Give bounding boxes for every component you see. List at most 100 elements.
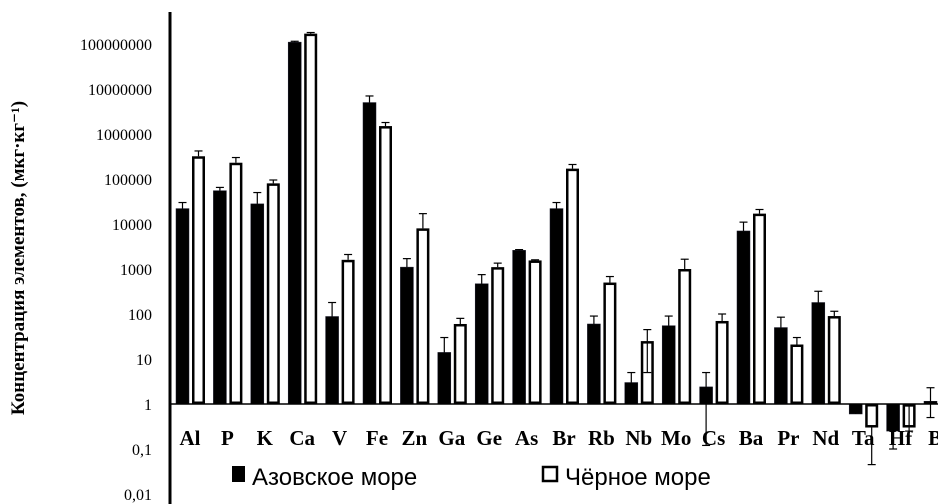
bar-azov-Ba	[736, 230, 751, 405]
x-tick-label: Bi	[928, 426, 938, 450]
bar-azov-As	[512, 250, 526, 405]
error-bar-black-sea-P	[231, 156, 240, 163]
error-bar-black-sea-Rb	[605, 275, 614, 283]
bar-black-sea-As	[528, 260, 542, 404]
x-tick-label: K	[257, 426, 274, 450]
error-bar-azov-Nb	[627, 371, 636, 383]
bar-black-sea-Ge	[491, 267, 505, 404]
y-tick-label: 1	[144, 397, 152, 414]
bar-azov-V	[325, 316, 339, 405]
x-tick-label: Mo	[661, 426, 691, 450]
x-tick-label: Zn	[402, 426, 428, 450]
x-tick-label: Ta	[852, 426, 875, 450]
bar-black-sea-Rb	[603, 282, 617, 405]
error-bar-azov-V	[328, 301, 337, 317]
x-tick-labels: Al PK Ca V Fe Zn Ga Ge As Br Rb Nb Mo Cs Ba Pr Nd Ta Hf Bi	[180, 426, 938, 450]
x-tick-label: Ba	[739, 426, 764, 450]
bar-azov-Ga	[437, 352, 452, 405]
x-tick-label: Ga	[438, 426, 465, 450]
error-bar-azov-Ta	[851, 410, 860, 414]
bars	[175, 31, 938, 466]
error-bar-azov-Ga	[440, 336, 449, 353]
error-bar-azov-Ge	[477, 274, 486, 284]
error-bar-black-sea-Cs	[718, 313, 727, 321]
error-bar-black-sea-As	[531, 259, 540, 261]
error-bar-black-sea-Nb	[643, 329, 652, 374]
bar-black-sea-Ta	[865, 404, 879, 428]
error-bar-azov-Pr	[776, 316, 785, 328]
x-tick-label: Cs	[702, 426, 725, 450]
error-bar-azov-Zn	[402, 258, 411, 268]
x-tick-label: Ge	[476, 426, 502, 450]
error-bar-black-sea-Ba	[755, 208, 764, 214]
error-bar-black-sea-Al	[194, 150, 203, 157]
bar-azov-Rb	[587, 323, 601, 405]
y-tick-label: 100	[128, 307, 152, 324]
error-bar-black-sea-V	[344, 253, 353, 260]
error-bar-azov-As	[515, 248, 524, 251]
x-tick-label: Rb	[588, 426, 615, 450]
y-tick-label: 10000	[112, 217, 152, 234]
y-tick-label: 10000000	[88, 82, 152, 99]
x-tick-label: Br	[552, 426, 575, 450]
error-bar-black-sea-Zn	[418, 213, 427, 229]
y-tick-label: 100000000	[80, 37, 152, 54]
bar-black-sea-Nd	[827, 316, 841, 404]
y-tick-label: 10	[136, 352, 152, 369]
error-bar-black-sea-Ca	[306, 31, 315, 34]
error-bar-azov-K	[253, 191, 262, 204]
legend-swatch-series-1	[232, 466, 245, 482]
x-tick-label: V	[332, 426, 347, 450]
bar-azov-P	[213, 190, 227, 405]
x-tick-label: As	[515, 426, 538, 450]
bar-azov-Ge	[474, 283, 489, 405]
bar-azov-Pr	[774, 327, 788, 405]
legend-label-series-1: Азовское море	[252, 464, 417, 491]
bar-black-sea-Al	[192, 156, 205, 404]
bar-azov-Nd	[811, 302, 826, 405]
bar-black-sea-Br	[566, 168, 579, 404]
x-tick-label: Ca	[289, 426, 315, 450]
legend-swatch-series-2	[541, 465, 559, 483]
error-bar-black-sea-Mo	[680, 258, 689, 269]
y-tick-label: 100000	[104, 172, 152, 189]
bar-azov-Al	[175, 208, 190, 405]
bar-black-sea-Fe	[379, 126, 392, 404]
error-bar-black-sea-Fe	[381, 121, 390, 127]
bar-black-sea-Zn	[416, 228, 430, 404]
y-tick-label: 0,1	[132, 442, 152, 459]
y-tick-labels: 0,01 0,1 1 10 100 1000 10000 100000 1000000 10000…	[80, 37, 152, 504]
legend: Азовское море Чёрное море	[232, 464, 711, 491]
error-bar-black-sea-Br	[568, 163, 577, 169]
error-bar-azov-Nd	[814, 290, 823, 303]
bar-azov-Nb	[624, 382, 639, 405]
error-bar-black-sea-K	[269, 179, 278, 184]
bar-azov-Ca	[287, 41, 302, 405]
y-tick-label: 0,01	[124, 487, 152, 504]
x-tick-label: Pr	[777, 426, 799, 450]
error-bar-black-sea-Pr	[792, 336, 801, 345]
bar-azov-Fe	[362, 102, 377, 405]
bar-azov-Br	[549, 208, 564, 405]
x-tick-label: Al	[180, 426, 201, 450]
error-bar-azov-Cs	[702, 371, 711, 447]
error-bar-azov-Mo	[664, 315, 673, 326]
error-bar-azov-Al	[178, 201, 187, 209]
bar-black-sea-Ba	[753, 213, 766, 404]
error-bar-azov-Ba	[739, 221, 748, 231]
bar-black-sea-Ga	[453, 323, 467, 404]
bar-black-sea-K	[266, 183, 280, 404]
error-bar-black-sea-Ta	[867, 427, 876, 466]
y-tick-label: 1000000	[96, 127, 152, 144]
x-tick-label: Hf	[889, 426, 913, 450]
x-tick-label: Nb	[625, 426, 652, 450]
error-bar-azov-Ca	[290, 40, 299, 43]
error-bar-black-sea-Hf	[905, 405, 914, 432]
error-bar-azov-Fe	[365, 95, 374, 103]
bar-black-sea-Cs	[715, 320, 729, 404]
bar-black-sea-Ca	[304, 33, 318, 405]
error-bar-azov-Rb	[589, 315, 598, 324]
bar-azov-Zn	[400, 266, 414, 405]
error-bar-black-sea-Ge	[493, 262, 502, 268]
